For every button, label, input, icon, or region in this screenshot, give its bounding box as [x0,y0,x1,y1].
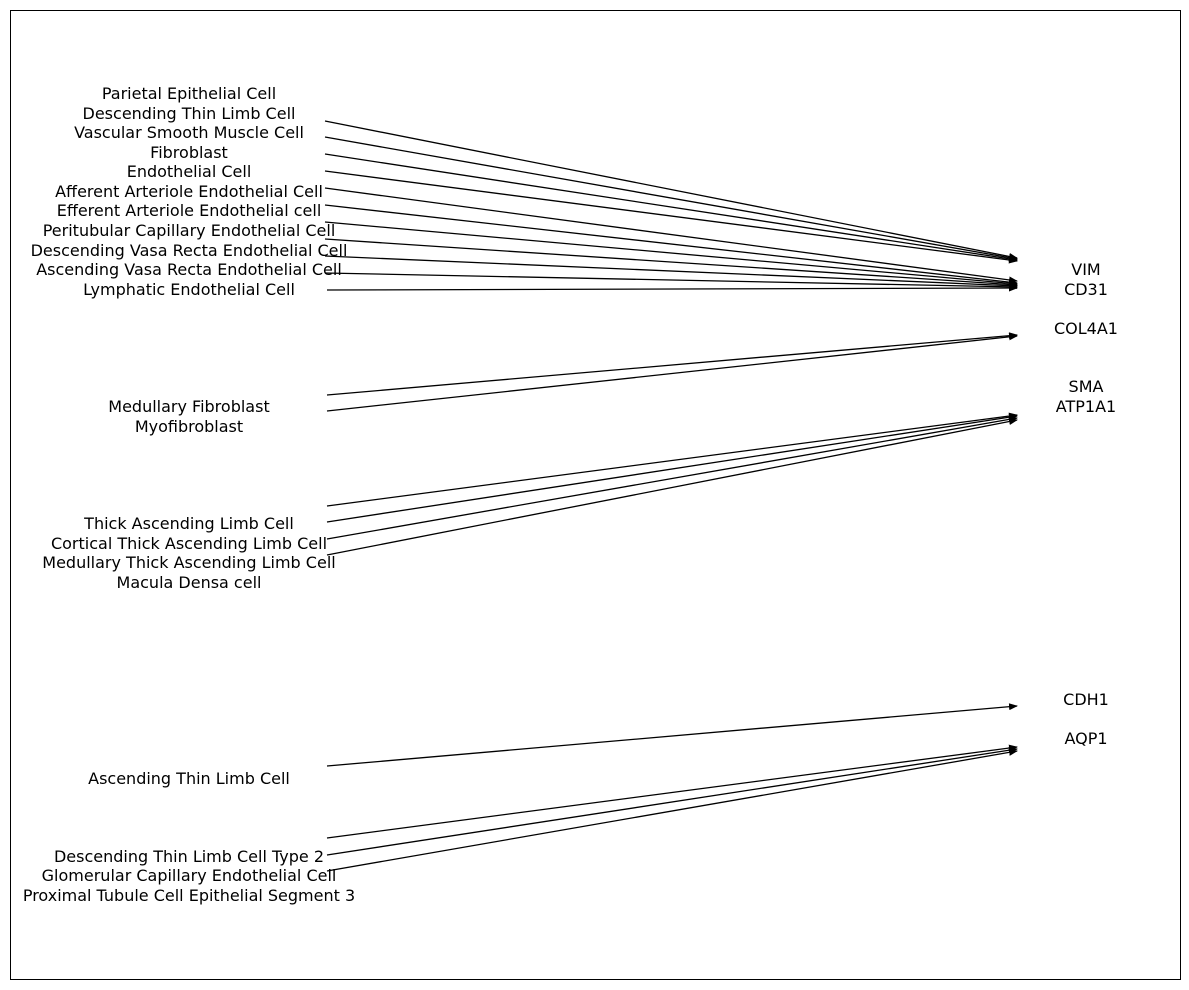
arrow-2 [324,136,1018,262]
cell-type-label-medullary-fibroblast: Medullary Fibroblast [108,397,269,416]
cell-type-label-fibroblast: Fibroblast [150,143,228,162]
arrow-21 [326,748,1018,872]
arrow-15 [326,413,1018,523]
marker-label-sma: SMA [1069,377,1104,396]
arrow-12 [326,332,1018,396]
arrow-1 [324,120,1018,260]
cell-type-label-myofibroblast: Myofibroblast [135,417,243,436]
cell-type-label-peritubular-capillary-endothelial: Peritubular Capillary Endothelial Cell [43,221,336,240]
arrow-10 [324,272,1018,291]
marker-label-cd31: CD31 [1064,280,1108,299]
arrow-11 [326,284,1018,292]
arrow-7 [324,221,1018,287]
arrow-8 [324,238,1018,288]
cell-type-label-medullary-thick-ascending-limb: Medullary Thick Ascending Limb Cell [42,553,335,572]
arrow-19 [326,744,1018,839]
plot-frame [10,10,1181,980]
arrow-5 [324,187,1018,284]
marker-label-col4a1: COL4A1 [1054,319,1118,338]
cell-type-label-afferent-arteriole-endothelial: Afferent Arteriole Endothelial Cell [55,182,323,201]
cell-type-label-thick-ascending-limb: Thick Ascending Limb Cell [83,514,294,533]
arrow-16 [326,415,1018,540]
marker-label-cdh1: CDH1 [1063,690,1109,709]
arrow-20 [326,746,1018,856]
arrows-group [324,120,1018,872]
arrow-18 [326,703,1018,767]
cell-type-label-cortical-thick-ascending-limb: Cortical Thick Ascending Limb Cell [51,534,327,553]
cell-type-label-macula-densa: Macula Densa cell [117,573,262,592]
cell-type-label-efferent-arteriole-endothelial: Efferent Arteriole Endothelial cell [57,201,322,220]
arrow-17 [326,418,1018,556]
cell-type-label-glomerular-capillary-endothelial: Glomerular Capillary Endothelial Cell [42,866,337,885]
marker-label-aqp1: AQP1 [1064,729,1107,748]
cell-type-label-lymphatic-endothelial: Lymphatic Endothelial Cell [83,280,295,299]
arrow-6 [324,204,1018,286]
cell-type-label-endothelial: Endothelial Cell [127,162,252,181]
cell-type-label-descending-thin-limb: Descending Thin Limb Cell [83,104,296,123]
cell-type-label-ascending-thin-limb: Ascending Thin Limb Cell [88,769,290,788]
arrow-9 [324,255,1018,290]
marker-labels: VIM CD31 COL4A1 SMA ATP1A1 CDH1 AQP1 [1054,260,1118,748]
cell-type-label-vascular-smooth-muscle: Vascular Smooth Muscle Cell [74,123,304,142]
cell-type-label-descending-thin-limb-type-2: Descending Thin Limb Cell Type 2 [54,847,324,866]
cell-type-label-parietal-epithelial: Parietal Epithelial Cell [102,84,276,103]
cell-type-label-ascending-vasa-recta-endothelial: Ascending Vasa Recta Endothelial Cell [36,260,342,279]
arrow-3 [324,153,1018,263]
cell-type-label-descending-vasa-recta-endothelial: Descending Vasa Recta Endothelial Cell [31,241,348,260]
marker-label-vim: VIM [1071,260,1100,279]
arrow-14 [326,412,1018,507]
cell-type-labels: Parietal Epithelial Cell Descending Thin… [23,84,355,905]
arrow-4 [324,170,1018,264]
cell-type-label-proximal-tubule-segment-3: Proximal Tubule Cell Epithelial Segment … [23,886,355,905]
arrow-13 [326,333,1018,412]
marker-label-atp1a1: ATP1A1 [1056,397,1116,416]
